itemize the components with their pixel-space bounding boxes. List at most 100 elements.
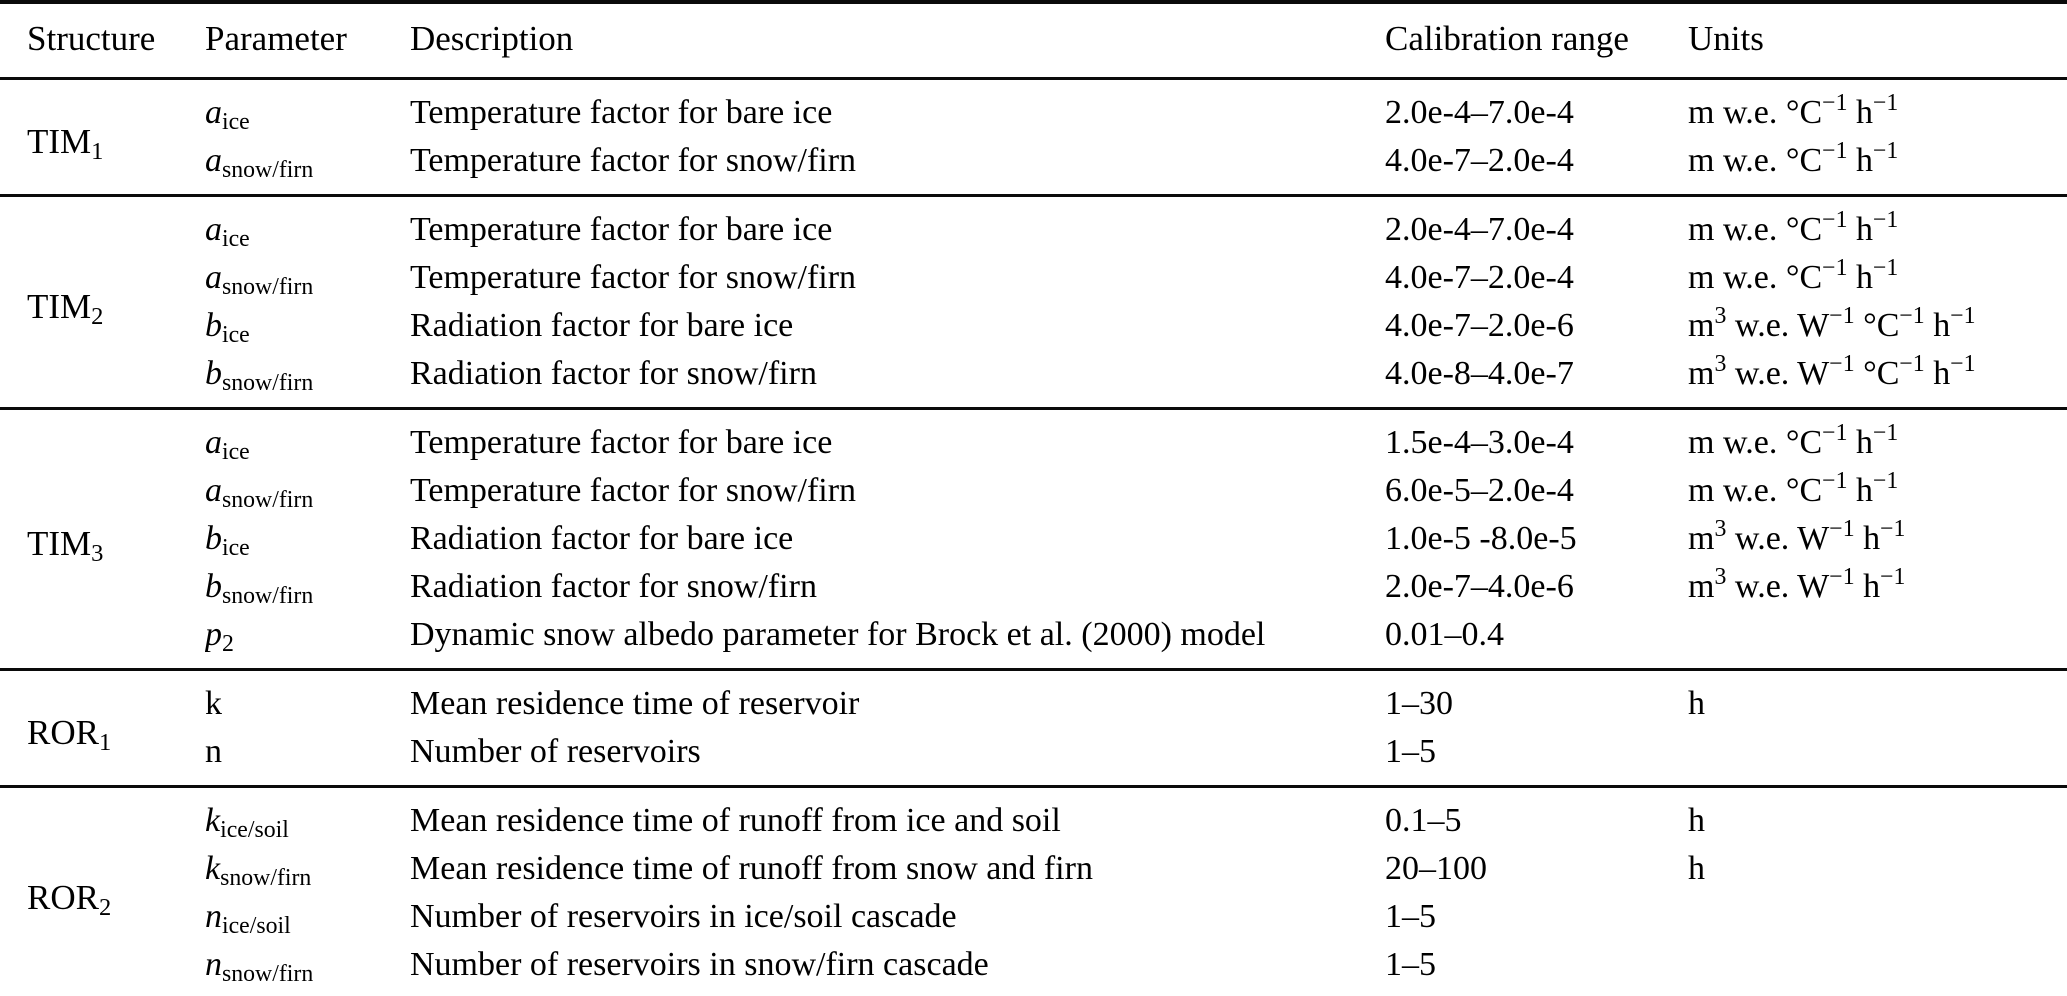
parameter-cell: bice [205,520,250,561]
calibration-range-cell: 4.0e-7–2.0e-6 [1385,307,1574,344]
column-header-calibration-range: Calibration range [1385,2,1688,80]
calibration-range-cell: 1.0e-5 -8.0e-5 [1385,520,1577,557]
units-cell: m3 w.e. W−1 h−1 [1688,563,1906,605]
section-TIM1: TIM1 aice Temperature factor for bare ice 2… [0,79,2067,196]
structure-cell-TIM3: TIM3 [27,523,104,567]
parameter-cell: bsnow/firn [205,355,314,396]
parameter-cell: nice/soil [205,898,291,939]
calibration-range-cell: 4.0e-8–4.0e-7 [1385,355,1574,392]
units-cell [1688,611,2067,670]
description-cell: Mean residence time of runoff from ice a… [410,802,1061,839]
units-cell [1688,893,2067,941]
calibration-range-cell: 1–5 [1385,946,1436,983]
units-cell: m3 w.e. W−1 °C−1 h−1 [1688,302,1976,344]
units-cell: h [1688,850,1705,887]
parameter-cell: aice [205,94,250,135]
parameter-cell: nsnow/firn [205,946,314,987]
calibration-range-cell: 2.0e-4–7.0e-4 [1385,94,1574,131]
structure-cell-ROR2: ROR2 [27,877,112,921]
table-row: asnow/firn Temperature factor for snow/fi… [0,467,2067,515]
column-header-description: Description [410,2,1385,80]
parameter-cell: asnow/firn [205,472,314,513]
parameter-cell: n [205,733,222,770]
description-cell: Number of reservoirs in snow/firn cascad… [410,946,989,983]
structure-cell-TIM2: TIM2 [27,286,104,330]
table-row: nsnow/firn Number of reservoirs in snow/f… [0,941,2067,996]
calibration-range-cell: 1–5 [1385,898,1436,935]
table-row: n Number of reservoirs 1–5 [0,728,2067,787]
parameter-cell: p2 [205,616,234,657]
description-cell: Mean residence time of reservoir [410,685,860,722]
table-row: bsnow/firn Radiation factor for snow/firn… [0,350,2067,409]
description-cell: Number of reservoirs in ice/soil cascade [410,898,957,935]
section-ROR2: ROR2 kice/soil Mean residence time of runo… [0,786,2067,996]
section-TIM2: TIM2 aice Temperature factor for bare ice 2… [0,195,2067,409]
description-cell: Radiation factor for bare ice [410,520,794,557]
table-row: nice/soil Number of reservoirs in ice/soi… [0,893,2067,941]
description-cell: Mean residence time of runoff from snow … [410,850,1093,887]
calibration-range-cell: 0.01–0.4 [1385,616,1504,653]
table-row: TIM1 aice Temperature factor for bare ice 2… [0,79,2067,163]
description-cell: Dynamic snow albedo parameter for Brock … [410,616,1266,653]
units-cell: m w.e. °C−1 h−1 [1688,206,1899,248]
units-cell: m w.e. °C−1 h−1 [1688,254,1899,296]
table-row: TIM3 aice Temperature factor for bare ice 1… [0,409,2067,565]
calibration-range-cell: 4.0e-7–2.0e-4 [1385,142,1574,179]
description-cell: Temperature factor for bare ice [410,424,833,461]
parameter-cell: asnow/firn [205,142,314,183]
calibration-range-cell: 2.0e-4–7.0e-4 [1385,211,1574,248]
description-cell: Temperature factor for bare ice [410,94,833,131]
structure-cell-ROR1: ROR1 [27,712,112,756]
units-cell: m w.e. °C−1 h−1 [1688,419,1899,461]
description-cell: Radiation factor for snow/firn [410,568,817,605]
parameter-cell: kice/soil [205,802,289,843]
table-row: bice Radiation factor for bare ice 4.0e-7–… [0,302,2067,350]
units-cell: m w.e. °C−1 h−1 [1688,89,1899,131]
parameter-cell: aice [205,211,250,252]
table-header: Structure Parameter Description Calibrat… [0,2,2067,80]
column-header-parameter: Parameter [205,2,410,80]
parameter-cell: k [205,685,222,722]
calibration-range-cell: 1–30 [1385,685,1453,722]
description-cell: Radiation factor for bare ice [410,307,794,344]
calibration-range-cell: 1.5e-4–3.0e-4 [1385,424,1574,461]
description-cell: Temperature factor for snow/firn [410,472,857,509]
calibration-range-cell: 1–5 [1385,733,1436,770]
header-row: Structure Parameter Description Calibrat… [0,2,2067,80]
table-row: TIM2 aice Temperature factor for bare ice 2… [0,196,2067,328]
parameter-cell: bice [205,307,250,348]
units-cell [1688,728,2067,787]
parameter-cell: bsnow/firn [205,568,314,609]
units-cell: h [1688,685,1705,722]
column-header-units: Units [1688,2,2067,80]
description-cell: Temperature factor for snow/firn [410,142,857,179]
units-cell: m3 w.e. W−1 °C−1 h−1 [1688,350,1976,392]
table-row: bsnow/firn Radiation factor for snow/firn… [0,563,2067,611]
table-row: ROR2 kice/soil Mean residence time of runo… [0,787,2067,919]
units-cell: h [1688,802,1705,839]
description-cell: Temperature factor for bare ice [410,211,833,248]
parameter-cell: asnow/firn [205,259,314,300]
table-row: asnow/firn Temperature factor for snow/fi… [0,254,2067,302]
units-cell [1688,941,2067,996]
calibration-range-cell: 2.0e-7–4.0e-6 [1385,568,1574,605]
table-row: asnow/firn Temperature factor for snow/fi… [0,137,2067,196]
units-cell: m w.e. °C−1 h−1 [1688,137,1899,179]
structure-cell-TIM1: TIM1 [27,121,104,165]
section-ROR1: ROR1 k Mean residence time of reservoir 1–3… [0,669,2067,787]
units-cell: m3 w.e. W−1 h−1 [1688,515,1906,557]
description-cell: Temperature factor for snow/firn [410,259,857,296]
section-TIM3: TIM3 aice Temperature factor for bare ice 1… [0,408,2067,670]
column-header-structure: Structure [0,2,205,80]
calibration-range-cell: 20–100 [1385,850,1487,887]
calibration-range-cell: 6.0e-5–2.0e-4 [1385,472,1574,509]
units-cell: m w.e. °C−1 h−1 [1688,467,1899,509]
parameter-cell: aice [205,424,250,465]
description-cell: Number of reservoirs [410,733,701,770]
calibration-range-cell: 0.1–5 [1385,802,1462,839]
parameter-cell: ksnow/firn [205,850,312,891]
calibration-range-cell: 4.0e-7–2.0e-4 [1385,259,1574,296]
table-row: ksnow/firn Mean residence time of runoff … [0,845,2067,893]
